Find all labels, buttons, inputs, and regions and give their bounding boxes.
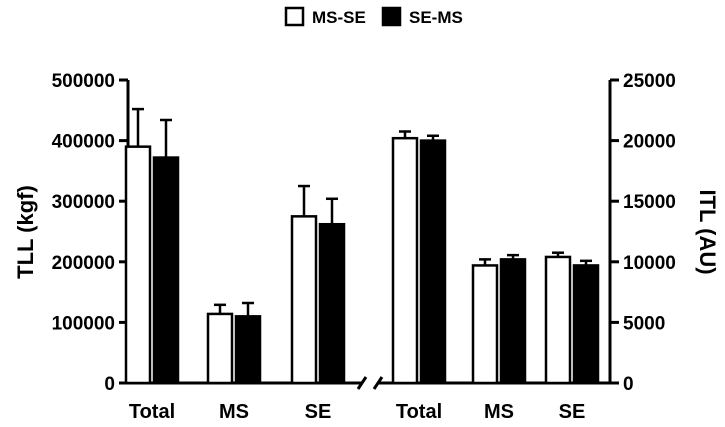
axis-break-mark-2 xyxy=(372,376,384,390)
left_panel-bar-0-2 xyxy=(290,215,318,385)
left_panel-y-tick-label-2: 200000 xyxy=(52,253,115,274)
right_panel-bar-1-1 xyxy=(499,258,527,385)
right_panel-bar-0-0 xyxy=(391,136,419,385)
left_panel-bar-1-0 xyxy=(152,156,180,385)
axes xyxy=(119,78,619,390)
legend-swatch-0 xyxy=(284,6,305,27)
y-axis-title-left: TLL (kgf) xyxy=(13,185,38,279)
left_panel-bar-0-1 xyxy=(206,312,234,385)
right_panel-y-tick-label-4: 20000 xyxy=(623,132,676,153)
left_panel-bar-1-2 xyxy=(318,222,346,385)
left_panel-y-tick-label-1: 100000 xyxy=(52,313,115,334)
left_panel-x-label-2: SE xyxy=(305,401,332,423)
left_panel-y-tick-label-4: 400000 xyxy=(52,132,115,153)
legend-swatch-1 xyxy=(381,6,402,27)
right_panel-y-tick-label-1: 5000 xyxy=(623,313,665,334)
bars xyxy=(124,107,600,385)
legend: MS-SE SE-MS xyxy=(284,6,463,27)
left_panel-y-tick-label-5: 500000 xyxy=(52,71,115,92)
right_panel-bar-1-2 xyxy=(572,264,600,385)
left_panel-y-tick-label-0: 0 xyxy=(104,374,115,395)
right_panel-x-label-2: SE xyxy=(559,401,586,423)
y-axis-title-right: ITL (AU) xyxy=(695,189,720,274)
right_panel-bar-0-2 xyxy=(544,255,572,385)
right_panel-bar-0-1 xyxy=(471,264,499,385)
right_panel-y-tick-label-3: 15000 xyxy=(623,192,676,213)
right_panel-y-tick-label-0: 0 xyxy=(623,374,634,395)
right_panel-y-tick-label-2: 10000 xyxy=(623,253,676,274)
legend-label-1: SE-MS xyxy=(409,8,463,27)
left_panel-x-label-0: Total xyxy=(129,401,175,423)
legend-label-0: MS-SE xyxy=(312,8,366,27)
right_panel-x-label-0: Total xyxy=(396,401,442,423)
left_panel-bar-0-0 xyxy=(124,145,152,385)
right_panel-y-tick-label-5: 25000 xyxy=(623,71,676,92)
left_panel-bar-1-1 xyxy=(234,315,262,385)
right_panel-x-label-1: MS xyxy=(484,401,514,423)
left_panel-y-tick-label-3: 300000 xyxy=(52,192,115,213)
axis-break-mark-1 xyxy=(356,376,368,390)
left_panel-x-label-1: MS xyxy=(219,401,249,423)
labels: 0 100000 200000 300000 400000 500000 0 5000 1000… xyxy=(13,71,720,423)
right_panel-bar-1-0 xyxy=(419,139,447,385)
